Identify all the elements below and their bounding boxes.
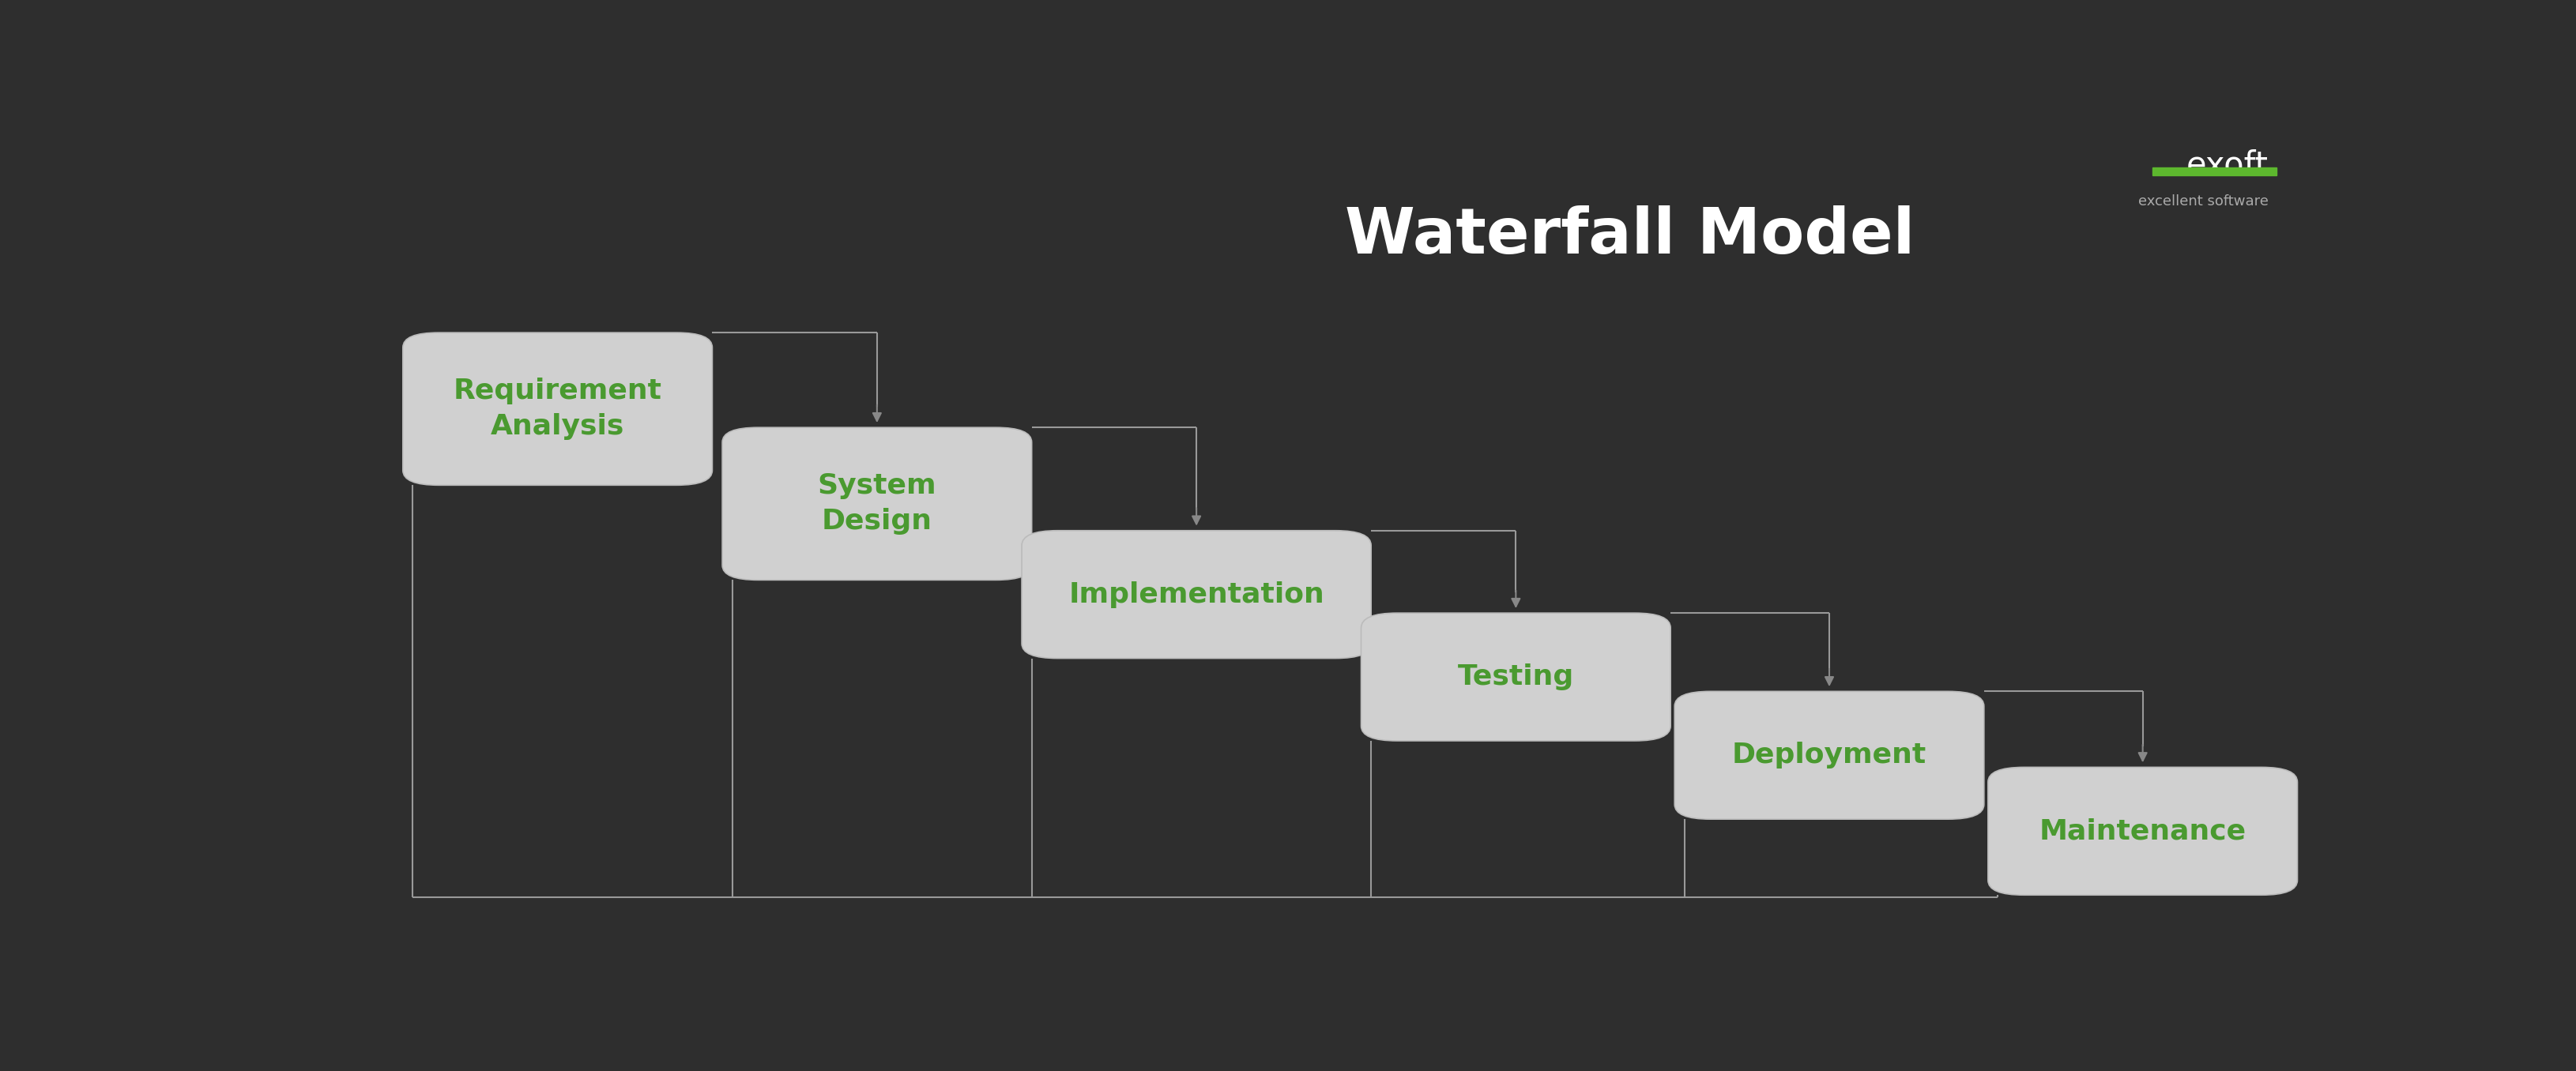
FancyBboxPatch shape bbox=[1360, 613, 1672, 741]
FancyBboxPatch shape bbox=[1023, 530, 1370, 659]
Text: excellent software: excellent software bbox=[2138, 195, 2269, 209]
Text: Waterfall Model: Waterfall Model bbox=[1345, 205, 1914, 267]
Text: Implementation: Implementation bbox=[1069, 582, 1324, 608]
Text: Maintenance: Maintenance bbox=[2040, 818, 2246, 845]
FancyBboxPatch shape bbox=[721, 427, 1033, 580]
Text: exoft: exoft bbox=[2187, 149, 2269, 182]
Text: System
Design: System Design bbox=[817, 472, 938, 534]
Text: Requirement
Analysis: Requirement Analysis bbox=[453, 378, 662, 440]
FancyBboxPatch shape bbox=[402, 333, 714, 485]
Bar bbox=[2154, 167, 2277, 176]
Text: Deployment: Deployment bbox=[1731, 742, 1927, 769]
Text: Testing: Testing bbox=[1458, 664, 1574, 691]
FancyBboxPatch shape bbox=[1674, 692, 1984, 819]
FancyBboxPatch shape bbox=[1989, 767, 2298, 895]
